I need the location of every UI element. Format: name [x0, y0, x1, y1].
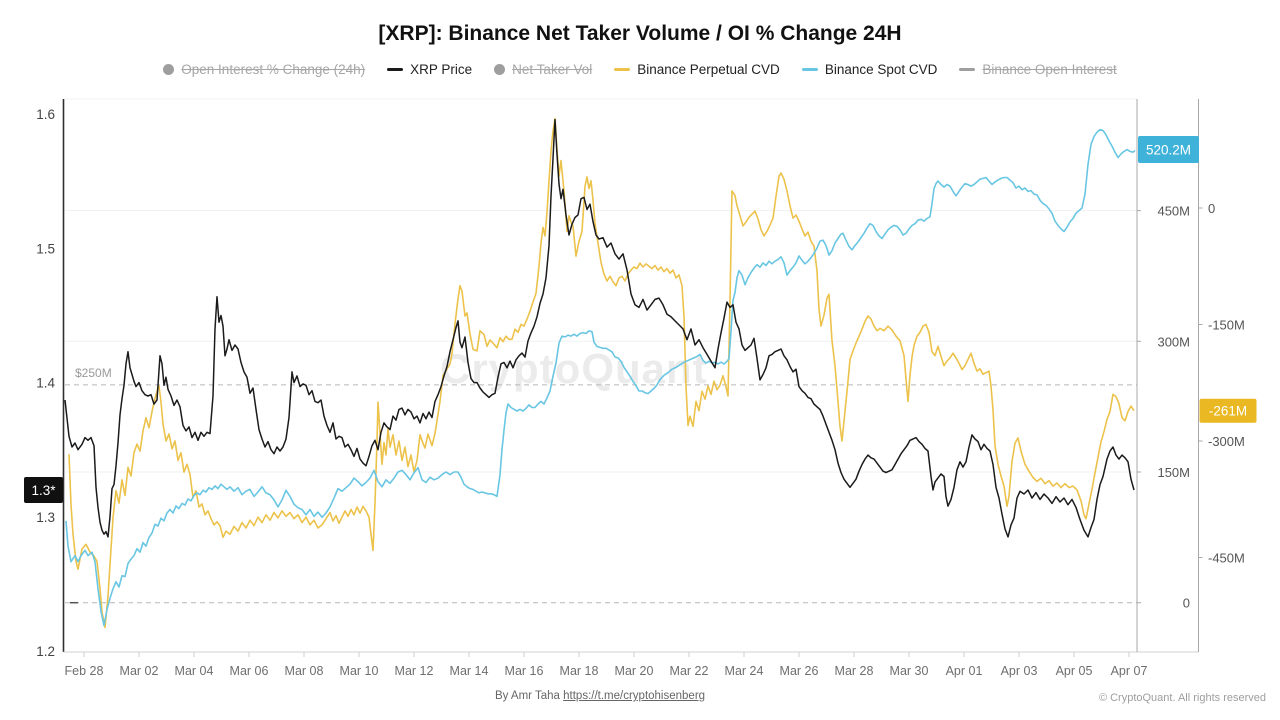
legend-item-binance-spot-cvd[interactable]: Binance Spot CVD	[801, 62, 938, 77]
value-badge-spot	[1138, 135, 1199, 163]
price-axis-label: 1.3	[36, 510, 55, 525]
byline-text: By Amr Taha	[494, 690, 560, 702]
byline-link[interactable]: https://t.me/cryptohisenberg	[563, 690, 706, 702]
legend-item-label: Net Taker Vol	[512, 62, 593, 77]
legend-item-label: Binance Open Interest	[982, 62, 1117, 77]
perp-axis-label: -300M	[1208, 434, 1245, 449]
date-tick-label: Apr 01	[946, 664, 983, 678]
date-tick-label: Apr 05	[1056, 664, 1093, 678]
page-title: [XRP]: Binance Net Taker Volume / OI % C…	[378, 22, 902, 45]
series-binance-spot-cvd	[65, 128, 1136, 627]
legend-item-net-taker-vol[interactable]: Net Taker Vol	[494, 62, 592, 77]
perp-axis-label: 0	[1208, 201, 1215, 216]
price-axis-label: 1.5	[36, 241, 55, 256]
date-tick-label: Mar 20	[615, 664, 654, 678]
date-tick-label: Mar 16	[505, 664, 544, 678]
spot-axis-label: 150M	[1157, 465, 1190, 480]
spot-axis-label: 0	[1183, 596, 1190, 611]
perp-axis-label: -150M	[1208, 318, 1245, 333]
value-badge-price	[24, 476, 63, 503]
legend-item-label: Binance Perpetual CVD	[637, 62, 780, 77]
date-tick-label: Apr 07	[1111, 664, 1148, 678]
value-badge-label-price: 1.3*	[31, 483, 56, 498]
series-line-icon	[614, 68, 631, 71]
legend-item-xrp-price[interactable]: XRP Price	[387, 62, 472, 77]
legend-item-label: Open Interest % Change (24h)	[181, 62, 366, 77]
date-tick-label: Mar 24	[725, 664, 764, 678]
date-tick-label: Mar 26	[780, 664, 819, 678]
series-circle-icon	[494, 64, 506, 75]
price-axis-label: 1.6	[36, 107, 55, 122]
series-line-icon	[387, 68, 404, 71]
date-tick-label: Apr 03	[1001, 664, 1038, 678]
byline: By Amr Taha https://t.me/cryptohisenberg	[0, 690, 1200, 702]
date-tick-label: Mar 08	[285, 664, 324, 678]
date-tick-label: Mar 12	[395, 664, 434, 678]
legend-item-binance-open-interest[interactable]: Binance Open Interest	[959, 62, 1117, 77]
perp-axis-label: -450M	[1208, 551, 1245, 566]
series-line-icon	[959, 68, 976, 71]
date-tick-label: Mar 04	[175, 664, 214, 678]
value-badge-label-perp: -261M	[1209, 404, 1247, 419]
price-axis-label: 1.4	[36, 376, 55, 391]
series-xrp-price	[64, 118, 1135, 538]
annotation-label-250m: $250M	[75, 366, 112, 380]
date-tick-label: Mar 10	[340, 664, 379, 678]
date-tick-label: Mar 06	[230, 664, 269, 678]
legend-item-label: Binance Spot CVD	[824, 62, 938, 77]
date-tick-label: Mar 14	[450, 664, 489, 678]
value-badge-label-spot: 520.2M	[1146, 142, 1191, 157]
date-tick-label: Mar 30	[890, 664, 929, 678]
cryptoquant-watermark: CryptoQuant	[440, 345, 708, 392]
date-tick-label: Feb 28	[65, 664, 104, 678]
legend-item-label: XRP Price	[410, 62, 473, 77]
price-axis-label: 1.2	[36, 644, 55, 659]
series-binance-perpetual-cvd	[68, 117, 1135, 629]
date-tick-label: Mar 18	[560, 664, 599, 678]
spot-axis-label: 300M	[1157, 334, 1190, 349]
value-badge-perp	[1199, 398, 1257, 423]
series-circle-icon	[163, 64, 175, 75]
copyright: © CryptoQuant. All rights reserved	[1098, 692, 1266, 704]
spot-axis-label: 450M	[1157, 204, 1190, 219]
legend: Open Interest % Change (24h) XRP Price Net…	[0, 62, 1280, 77]
date-tick-label: Mar 02	[120, 664, 159, 678]
date-tick-label: Mar 22	[670, 664, 709, 678]
legend-item-open-interest-change-24h-[interactable]: Open Interest % Change (24h)	[163, 62, 365, 77]
date-tick-label: Mar 28	[835, 664, 874, 678]
series-line-icon	[801, 68, 818, 71]
legend-item-binance-perpetual-cvd[interactable]: Binance Perpetual CVD	[614, 62, 780, 77]
